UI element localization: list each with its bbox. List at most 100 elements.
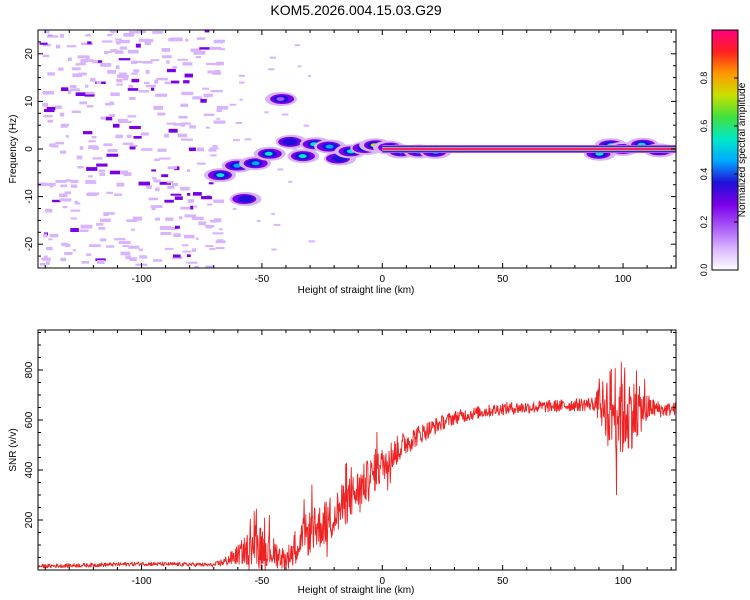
heatmap-cell	[140, 132, 149, 136]
heatmap-cell	[184, 73, 194, 78]
heatmap-cell	[86, 253, 92, 256]
heatmap-cell	[120, 120, 132, 124]
snr-y-label: SNR (v/v)	[8, 428, 19, 471]
heatmap-cell	[209, 248, 216, 251]
heatmap-cell	[157, 112, 166, 116]
heatmap-cell	[86, 193, 98, 196]
heatmap-cell	[95, 223, 104, 226]
heatmap-cell	[174, 225, 180, 229]
heatmap-cell	[244, 138, 252, 141]
snr-x-ticks: -100 -50 0 50 100	[44, 330, 672, 587]
heatmap-cell	[47, 119, 54, 123]
heatmap-cell	[208, 182, 214, 185]
heatmap-cell	[153, 259, 163, 262]
heatmap-cell	[70, 84, 77, 88]
heatmap-cell	[174, 196, 183, 200]
heatmap-cell	[100, 116, 106, 120]
heatmap-cell	[116, 78, 123, 83]
heatmap-cell	[86, 167, 98, 171]
heatmap-cell	[62, 205, 68, 209]
snr-y-ticks: 200 400 600 800	[24, 332, 676, 571]
heatmap-cell	[88, 145, 98, 149]
heatmap-cell	[181, 122, 191, 125]
heatmap-cell	[205, 95, 209, 98]
heatmap-cell	[79, 229, 89, 232]
heatmap-cell	[269, 56, 276, 59]
heatmap-cell	[116, 74, 129, 79]
heatmap-cell	[127, 88, 139, 91]
heatmap-cell	[92, 60, 101, 64]
heatmap-cell	[170, 226, 177, 231]
heatmap-cell	[213, 120, 226, 124]
heatmap-cell	[182, 250, 192, 253]
heatmap-cell	[87, 41, 92, 45]
heatmap-cell	[186, 254, 191, 258]
heatmap-cell	[47, 72, 55, 76]
heatmap-cell	[122, 142, 134, 145]
heatmap-cell	[55, 180, 67, 183]
heatmap-cell	[239, 81, 245, 84]
heatmap-cell	[180, 186, 190, 191]
heatmap-cell	[82, 131, 93, 135]
heatmap-cell	[109, 30, 119, 33]
heatmap-cell	[116, 182, 125, 187]
heatmap-cell	[240, 196, 249, 201]
heatmap-cell	[70, 217, 77, 220]
heatmap-cell	[129, 257, 137, 262]
heatmap-cell	[186, 261, 198, 264]
heatmap-cell	[188, 147, 196, 152]
heatmap-cell	[173, 233, 181, 237]
heatmap-cell	[99, 218, 111, 223]
heatmap-cell	[172, 123, 183, 126]
heatmap-cell	[154, 79, 159, 84]
heatmap-cell	[79, 146, 84, 150]
heatmap-cell	[75, 63, 80, 66]
heatmap-cell	[201, 196, 212, 200]
heatmap-cell	[131, 78, 140, 83]
heatmap-cell	[43, 43, 51, 47]
heatmap-cell	[70, 209, 81, 212]
heatmap-cell	[89, 77, 96, 82]
heatmap-cell	[87, 175, 93, 178]
heatmap-cell	[71, 110, 81, 113]
heatmap-cell	[172, 254, 181, 258]
heatmap-cell	[212, 71, 222, 75]
heatmap-cell	[104, 50, 112, 54]
heatmap-cell	[193, 50, 206, 55]
heatmap-cell	[79, 62, 86, 66]
colorbar-tick-label: 0.6	[699, 120, 709, 133]
heatmap-cell	[180, 206, 191, 210]
heatmap-cell	[129, 146, 136, 150]
heatmap-cell	[204, 30, 210, 33]
heatmap-cell	[58, 67, 64, 71]
heatmap-cell	[99, 238, 107, 242]
heatmap-cell	[80, 224, 93, 229]
heatmap-cell	[213, 218, 222, 223]
heatmap-cell	[177, 133, 188, 138]
heatmap-cell	[85, 91, 95, 95]
heatmap-cell	[264, 151, 273, 156]
heatmap-cell	[127, 115, 137, 118]
heatmap-cell	[96, 259, 105, 264]
heatmap-cell	[151, 207, 156, 211]
colorbar-label: Normalized spectral amplitude	[737, 82, 748, 217]
heatmap-cell	[166, 181, 174, 184]
heatmap-cell	[256, 219, 261, 222]
heatmap-cell	[46, 246, 53, 251]
heatmap-cell	[49, 184, 54, 188]
heatmap-cell	[180, 138, 193, 141]
heatmap-cell	[210, 154, 217, 157]
heatmap-cell	[45, 261, 50, 265]
heatmap-cell	[186, 169, 191, 172]
heatmap-cell	[197, 162, 206, 165]
heatmap-cell	[233, 163, 242, 168]
heatmap-cell	[141, 148, 153, 151]
heatmap-cell	[59, 150, 67, 154]
heatmap-cell	[177, 58, 188, 61]
heatmap-cell	[335, 156, 344, 161]
x-tick-label: 100	[615, 274, 632, 285]
heatmap-cell	[54, 105, 62, 109]
heatmap-cell	[99, 172, 106, 176]
heatmap-cell	[145, 69, 150, 74]
heatmap-cell	[79, 101, 87, 105]
